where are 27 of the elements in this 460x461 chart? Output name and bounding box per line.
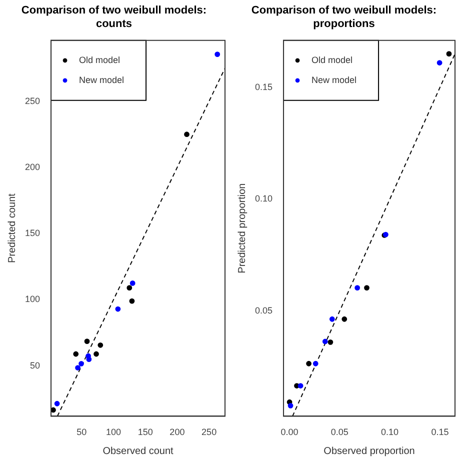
x-tick-label: 0.15 xyxy=(431,427,449,438)
legend-label: New model xyxy=(79,74,124,85)
legend-label: New model xyxy=(312,74,357,85)
x-tick-label: 100 xyxy=(106,427,121,438)
x-axis-title: Observed proportion xyxy=(324,446,415,457)
x-tick-label: 0.10 xyxy=(381,427,399,438)
y-tick-label: 200 xyxy=(24,162,40,172)
y-axis-title: Predicted proportion xyxy=(236,183,248,274)
x-tick-label: 50 xyxy=(76,427,87,438)
chart-title: Comparison of two weibull models: proportions xyxy=(251,4,437,30)
y-tick-label: 100 xyxy=(24,294,40,304)
y-tick-label: 150 xyxy=(24,228,40,238)
chart-title: Comparison of two weibull models: counts xyxy=(21,4,207,30)
y-tick-label: 250 xyxy=(24,96,40,106)
y-tick-label: 0.15 xyxy=(254,82,273,92)
y-tick-label: 0.10 xyxy=(254,194,273,204)
legend-label: Old model xyxy=(79,54,120,65)
x-tick-label: 200 xyxy=(170,427,185,438)
x-axis-title: Observed count xyxy=(102,446,174,457)
x-tick-label: 150 xyxy=(138,427,153,438)
y-tick-label: 50 xyxy=(30,360,40,370)
x-tick-label: 0.05 xyxy=(330,427,348,438)
x-tick-label: 0.00 xyxy=(280,427,298,438)
x-tick-label: 250 xyxy=(202,427,217,438)
y-tick-label: 0.05 xyxy=(254,306,273,316)
y-axis-title: Predicted count xyxy=(6,193,18,264)
legend-label: Old model xyxy=(312,54,353,65)
